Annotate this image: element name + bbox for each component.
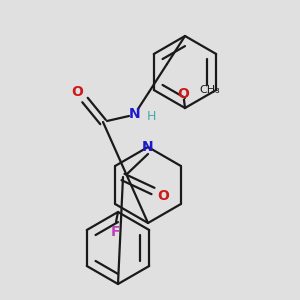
Text: O: O bbox=[177, 87, 189, 101]
Text: F: F bbox=[111, 225, 121, 239]
Text: O: O bbox=[157, 189, 169, 203]
Text: N: N bbox=[129, 107, 141, 121]
Text: N: N bbox=[142, 140, 154, 154]
Text: CH₃: CH₃ bbox=[199, 85, 220, 95]
Text: H: H bbox=[146, 110, 156, 124]
Text: O: O bbox=[71, 85, 83, 99]
